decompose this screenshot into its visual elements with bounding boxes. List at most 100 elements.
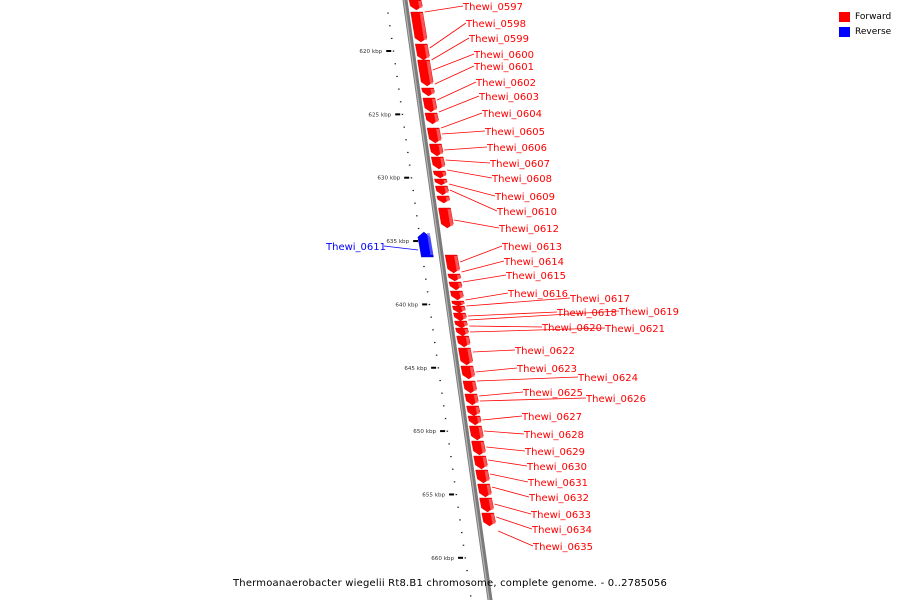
gene-label-thewi-0625[interactable]: Thewi_0625 <box>522 388 583 399</box>
gene-block-shade <box>482 457 488 467</box>
gene-label-thewi-0629[interactable]: Thewi_0629 <box>524 447 585 458</box>
minor-tick <box>407 151 409 154</box>
minor-tick <box>405 139 407 141</box>
gene-block-shade <box>484 471 490 481</box>
gene-label-thewi-0623[interactable]: Thewi_0623 <box>516 364 577 375</box>
leader-line <box>448 183 496 197</box>
leader-line <box>431 37 470 61</box>
gene-label-thewi-0616[interactable]: Thewi_0616 <box>507 289 568 300</box>
minor-tick <box>469 595 472 597</box>
minor-tick <box>432 329 434 331</box>
gene-block-shade <box>445 197 450 201</box>
gene-label-thewi-0610[interactable]: Thewi_0610 <box>496 207 557 218</box>
major-tick <box>458 556 464 559</box>
minor-tick <box>410 177 413 179</box>
leader-line <box>440 112 483 129</box>
gene-label-thewi-0614[interactable]: Thewi_0614 <box>503 257 564 268</box>
gene-label-thewi-0611[interactable]: Thewi_0611 <box>325 242 386 253</box>
gene-label-thewi-0627[interactable]: Thewi_0627 <box>521 412 582 423</box>
gene-label-thewi-0628[interactable]: Thewi_0628 <box>523 430 584 441</box>
minor-tick <box>446 430 449 432</box>
gene-label-thewi-0622[interactable]: Thewi_0622 <box>514 346 575 357</box>
gene-label-thewi-0603[interactable]: Thewi_0603 <box>478 92 539 103</box>
gene-label-thewi-0601[interactable]: Thewi_0601 <box>473 62 534 73</box>
gene-label-thewi-0598[interactable]: Thewi_0598 <box>465 19 526 30</box>
gene-block-shade <box>444 187 449 193</box>
gene-block-shade <box>463 322 468 326</box>
gene-label-thewi-0631[interactable]: Thewi_0631 <box>527 478 588 489</box>
leader-line <box>469 325 543 328</box>
gene-label-thewi-0620[interactable]: Thewi_0620 <box>541 323 602 334</box>
leader-line <box>472 349 516 353</box>
gene-block-shade <box>430 89 435 94</box>
gene-block-shade <box>426 61 434 84</box>
gene-label-thewi-0606[interactable]: Thewi_0606 <box>486 143 547 154</box>
gene-block-shade <box>454 256 460 271</box>
gene-block-shade <box>419 13 427 40</box>
minor-tick <box>428 303 431 306</box>
gene-label-thewi-0618[interactable]: Thewi_0618 <box>556 308 617 319</box>
gene-label-thewi-0626[interactable]: Thewi_0626 <box>585 394 646 405</box>
gene-label-thewi-0613[interactable]: Thewi_0613 <box>501 242 562 253</box>
gene-label-thewi-0609[interactable]: Thewi_0609 <box>494 192 555 203</box>
tick-label: 625 kbp <box>368 112 391 118</box>
gene-label-thewi-0630[interactable]: Thewi_0630 <box>526 462 587 473</box>
legend-item-reverse[interactable]: Reverse <box>839 24 899 39</box>
gene-label-thewi-0621[interactable]: Thewi_0621 <box>604 324 665 335</box>
leader-line <box>488 459 528 467</box>
gene-block-shade <box>438 145 444 154</box>
major-tick <box>395 113 401 116</box>
legend-forward-label: Forward <box>855 11 892 22</box>
gene-label-thewi-0619[interactable]: Thewi_0619 <box>618 307 679 318</box>
minor-tick <box>390 37 393 40</box>
leader-line <box>444 146 488 151</box>
minor-tick <box>444 417 447 420</box>
gene-label-thewi-0600[interactable]: Thewi_0600 <box>473 50 534 61</box>
leader-line <box>459 245 503 263</box>
gene-label-thewi-0617[interactable]: Thewi_0617 <box>569 294 630 305</box>
gene-block-shade <box>486 485 492 495</box>
gene-block-shade <box>440 158 445 167</box>
gene-label-thewi-0624[interactable]: Thewi_0624 <box>577 373 638 384</box>
gene-label-thewi-0605[interactable]: Thewi_0605 <box>484 127 545 138</box>
major-tick <box>431 366 437 369</box>
gene-blocks <box>408 0 496 527</box>
gene-label-thewi-0602[interactable]: Thewi_0602 <box>475 78 536 89</box>
gene-block-shade <box>459 292 464 298</box>
gene-label-thewi-0633[interactable]: Thewi_0633 <box>530 510 591 521</box>
gene-label-thewi-0597[interactable]: Thewi_0597 <box>462 2 523 13</box>
gene-block-shade <box>471 382 477 391</box>
minor-tick <box>462 544 465 546</box>
gene-label-thewi-0615[interactable]: Thewi_0615 <box>505 271 566 282</box>
backbone-highlight <box>403 0 490 600</box>
gene-label-thewi-0599[interactable]: Thewi_0599 <box>468 34 529 45</box>
leader-line <box>491 486 530 498</box>
gene-label-thewi-0608[interactable]: Thewi_0608 <box>491 174 552 185</box>
gene-label-thewi-0635[interactable]: Thewi_0635 <box>532 542 593 553</box>
gene-label-thewi-0634[interactable]: Thewi_0634 <box>531 525 592 536</box>
minor-tick <box>437 367 440 369</box>
major-tick <box>422 303 428 306</box>
minor-tick <box>466 569 468 572</box>
minor-tick <box>457 506 459 508</box>
minor-tick <box>389 25 391 27</box>
gene-label-thewi-0607[interactable]: Thewi_0607 <box>489 159 550 170</box>
leader-line <box>461 260 505 273</box>
gene-block-shade <box>431 99 437 110</box>
minor-tick <box>423 265 425 268</box>
legend-item-forward[interactable]: Forward <box>839 9 899 24</box>
leader-line <box>434 65 475 85</box>
minor-tick <box>453 481 456 483</box>
minor-tick <box>399 101 402 103</box>
gene-block-shade <box>476 417 482 423</box>
leader-line <box>462 274 507 283</box>
gene-block-shade <box>434 114 439 122</box>
gene-block-shade <box>469 367 475 377</box>
gene-label-thewi-0632[interactable]: Thewi_0632 <box>528 493 589 504</box>
gene-label-thewi-0604[interactable]: Thewi_0604 <box>481 109 542 120</box>
gene-block-shade <box>443 180 448 183</box>
gene-label-thewi-0612[interactable]: Thewi_0612 <box>498 224 559 235</box>
leader-line <box>468 310 620 321</box>
minor-tick <box>448 443 450 445</box>
leader-line <box>465 292 509 301</box>
